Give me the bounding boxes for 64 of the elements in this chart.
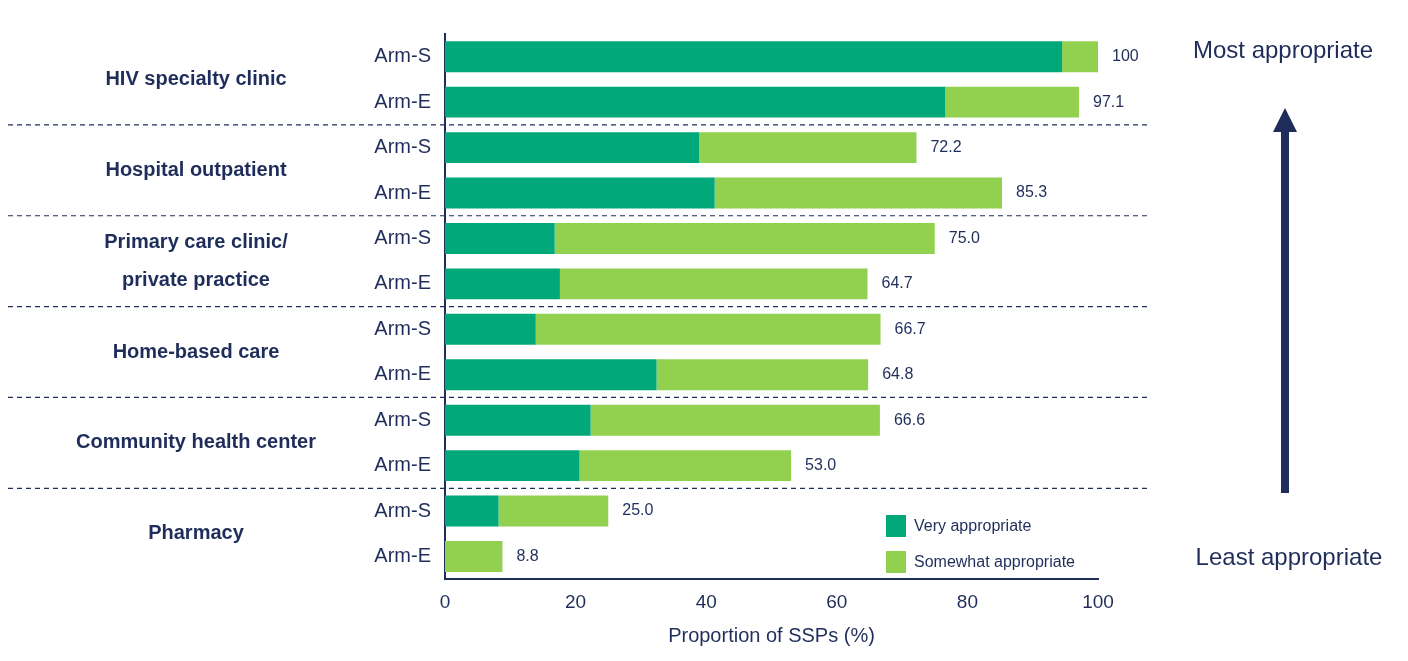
bar: [579, 450, 792, 482]
total-label: 72.2: [930, 137, 962, 155]
y-tick-label: Arm-S: [374, 498, 431, 521]
bar: [559, 268, 868, 300]
total-label: 100: [1112, 47, 1139, 65]
text: Pharmacy: [148, 521, 245, 544]
bar: [945, 86, 1080, 118]
bar: [535, 313, 881, 345]
text: Primary care clinic/ private practice: [104, 229, 289, 290]
bar: [445, 541, 503, 572]
total-label: 75.0: [948, 228, 980, 246]
x-axis-title: Proportion of SSPs (%): [668, 623, 875, 646]
x-tick-label: 60: [826, 590, 848, 612]
bar: [445, 404, 591, 436]
x-tick-label: 100: [1082, 590, 1114, 612]
total-label: 64.7: [881, 274, 913, 292]
total-label: 8.8: [516, 546, 539, 564]
bar: [445, 132, 700, 164]
text: HIV specialty clinic: [105, 66, 287, 89]
bar: [445, 223, 555, 254]
total-label: 66.6: [893, 410, 926, 428]
x-tick-label: 80: [956, 590, 978, 612]
text: Hospital outpatient: [105, 157, 287, 180]
bar: [445, 177, 715, 209]
y-tick-label: Arm-S: [374, 225, 431, 248]
legend-label: Somewhat appropriate: [914, 553, 1075, 571]
x-tick-label: 40: [695, 590, 717, 612]
bar: [445, 359, 657, 391]
bar: [554, 223, 935, 254]
total-label: 64.8: [882, 365, 914, 383]
bar: [445, 268, 560, 300]
x-tick-label: 0: [439, 590, 451, 612]
bar: [498, 495, 609, 527]
text: Home-based care: [112, 339, 280, 362]
bar: [445, 495, 499, 527]
y-tick-label: Arm-E: [374, 180, 431, 203]
y-tick-label: Arm-S: [374, 135, 431, 158]
text: Most appropriate: [1191, 36, 1375, 64]
bar: [445, 313, 536, 345]
total-label: 66.7: [894, 319, 926, 337]
bar: [714, 177, 1003, 209]
total-label: 53.0: [805, 456, 837, 474]
bar: [699, 132, 917, 164]
bar: [445, 450, 580, 482]
y-tick-label: Arm-E: [374, 544, 431, 566]
legend-label: Very appropriate: [914, 517, 1032, 535]
y-tick-label: Arm-E: [374, 362, 431, 385]
total-label: 97.1: [1093, 92, 1125, 110]
y-tick-label: Arm-S: [374, 407, 431, 430]
text: Community health center: [75, 430, 317, 453]
y-tick-label: Arm-S: [374, 316, 431, 339]
x-tick-label: 20: [565, 590, 587, 612]
bar: [590, 404, 880, 436]
bar: [1062, 41, 1098, 73]
total-label: 25.0: [622, 501, 654, 519]
total-label: 85.3: [1016, 183, 1048, 201]
text: Least appropriate: [1194, 543, 1384, 571]
y-tick-label: Arm-S: [374, 44, 431, 67]
bar: [445, 41, 1063, 73]
y-tick-label: Arm-E: [374, 271, 431, 294]
y-tick-label: Arm-E: [374, 89, 431, 112]
y-tick-label: Arm-E: [374, 453, 431, 476]
bar: [445, 86, 946, 118]
bar: [656, 359, 869, 391]
